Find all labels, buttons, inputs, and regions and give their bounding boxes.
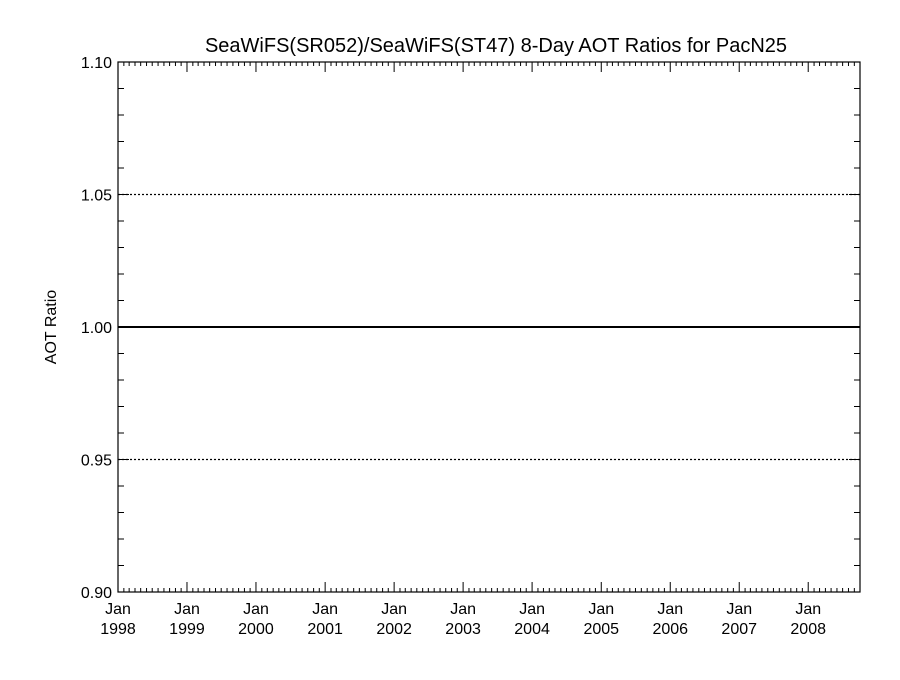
y-tick-label: 0.90 <box>81 585 112 602</box>
x-tick-month-label: Jan <box>795 601 821 618</box>
x-tick-year-label: 2001 <box>307 621 343 638</box>
y-tick-label: 1.05 <box>81 188 112 205</box>
x-tick-month-label: Jan <box>381 601 407 618</box>
x-tick-labels: Jan 1998 Jan 1999 Jan 2000 Jan 2001 Jan 2002 Jan 20… <box>100 601 826 638</box>
x-tick-month-label: Jan <box>726 601 752 618</box>
x-tick-year-label: 2007 <box>721 621 757 638</box>
x-tick-year-label: 2003 <box>445 621 481 638</box>
tick-layer <box>117 61 861 593</box>
x-tick-year-label: 2000 <box>238 621 274 638</box>
y-tick-labels: 0.90 0.95 1.00 1.05 1.10 <box>81 55 112 602</box>
x-tick-month-label: Jan <box>174 601 200 618</box>
x-tick-year-label: 2005 <box>583 621 619 638</box>
x-tick-year-label: 2006 <box>652 621 688 638</box>
x-tick-year-label: 2008 <box>790 621 826 638</box>
x-tick-year-label: 2004 <box>514 621 550 638</box>
y-axis-label: AOT Ratio <box>43 290 60 365</box>
y-tick-label: 1.10 <box>81 55 112 72</box>
x-tick-month-label: Jan <box>312 601 338 618</box>
plot-frame <box>117 61 861 593</box>
x-tick-month-label: Jan <box>243 601 269 618</box>
x-tick-year-label: 1998 <box>100 621 136 638</box>
x-tick-month-label: Jan <box>105 601 131 618</box>
x-tick-month-label: Jan <box>588 601 614 618</box>
y-tick-label: 1.00 <box>81 320 112 337</box>
x-tick-year-label: 1999 <box>169 621 205 638</box>
x-tick-year-label: 2002 <box>376 621 412 638</box>
x-tick-month-label: Jan <box>657 601 683 618</box>
y-tick-label: 0.95 <box>81 453 112 470</box>
x-tick-month-label: Jan <box>450 601 476 618</box>
x-tick-month-label: Jan <box>519 601 545 618</box>
chart-title: SeaWiFS(SR052)/SeaWiFS(ST47) 8-Day AOT R… <box>205 35 787 57</box>
